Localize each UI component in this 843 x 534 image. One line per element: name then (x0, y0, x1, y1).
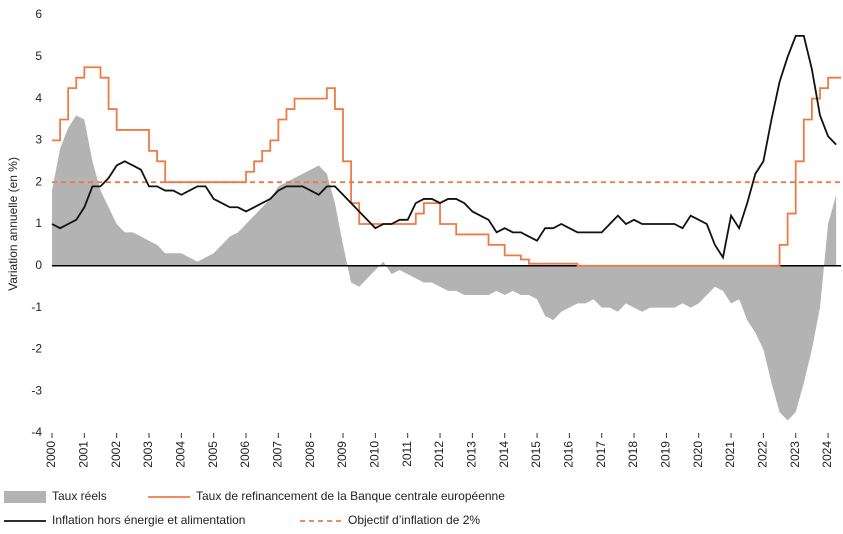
x-tick-label: 2007 (271, 441, 285, 468)
line (52, 66, 841, 267)
x-tick-label: 2022 (756, 441, 770, 468)
x-tick-label: 2009 (335, 441, 349, 468)
x-tick-label: 2000 (44, 441, 58, 468)
y-tick-label: -3 (31, 383, 42, 397)
y-tick-label: 4 (35, 91, 42, 105)
legend-label: Taux de refinancement de la Banque centr… (196, 489, 505, 503)
x-tick-label: 2015 (529, 441, 543, 468)
x-tick-label: 2020 (691, 441, 705, 468)
x-tick-label: 2013 (465, 441, 479, 468)
x-tick-label: 2017 (594, 441, 608, 468)
x-tick-label: 2006 (238, 441, 252, 468)
y-axis-label: Variation annuelle (en %) (6, 157, 20, 291)
x-tick-label: 2010 (368, 441, 382, 468)
y-tick-label: 1 (35, 216, 42, 230)
line (51, 35, 837, 260)
x-tick-label: 2023 (788, 441, 802, 468)
x-tick-label: 2016 (562, 441, 576, 468)
x-tick-label: 2005 (206, 441, 220, 468)
y-tick-label: 3 (35, 133, 42, 147)
x-tick-label: 2004 (174, 441, 188, 468)
x-tick-label: 2003 (141, 441, 155, 468)
x-tick-label: 2014 (497, 441, 511, 468)
legend-swatch (4, 491, 46, 503)
x-tick-label: 2001 (77, 441, 91, 468)
x-tick-label: 2021 (723, 441, 737, 468)
y-tick-label: 0 (35, 258, 42, 272)
legend-label: Objectif d’inflation de 2% (348, 513, 480, 527)
y-tick-label: 5 (35, 49, 42, 63)
y-tick-label: -1 (31, 300, 42, 314)
x-tick-label: 2024 (820, 441, 834, 468)
x-tick-label: 2018 (626, 441, 640, 468)
x-tick-label: 2012 (432, 441, 446, 468)
x-tick-label: 2002 (109, 441, 123, 468)
x-tick-label: 2008 (303, 441, 317, 468)
y-tick-label: 2 (35, 174, 42, 188)
x-tick-label: 2019 (659, 441, 673, 468)
x-tick-label: 2011 (400, 441, 414, 467)
y-tick-label: 6 (35, 7, 42, 21)
legend-label: Inflation hors énergie et alimentation (52, 513, 245, 527)
y-tick-label: -4 (31, 425, 42, 439)
y-tick-label: -2 (31, 342, 42, 356)
area (52, 115, 837, 421)
legend-label: Taux réels (52, 489, 107, 503)
